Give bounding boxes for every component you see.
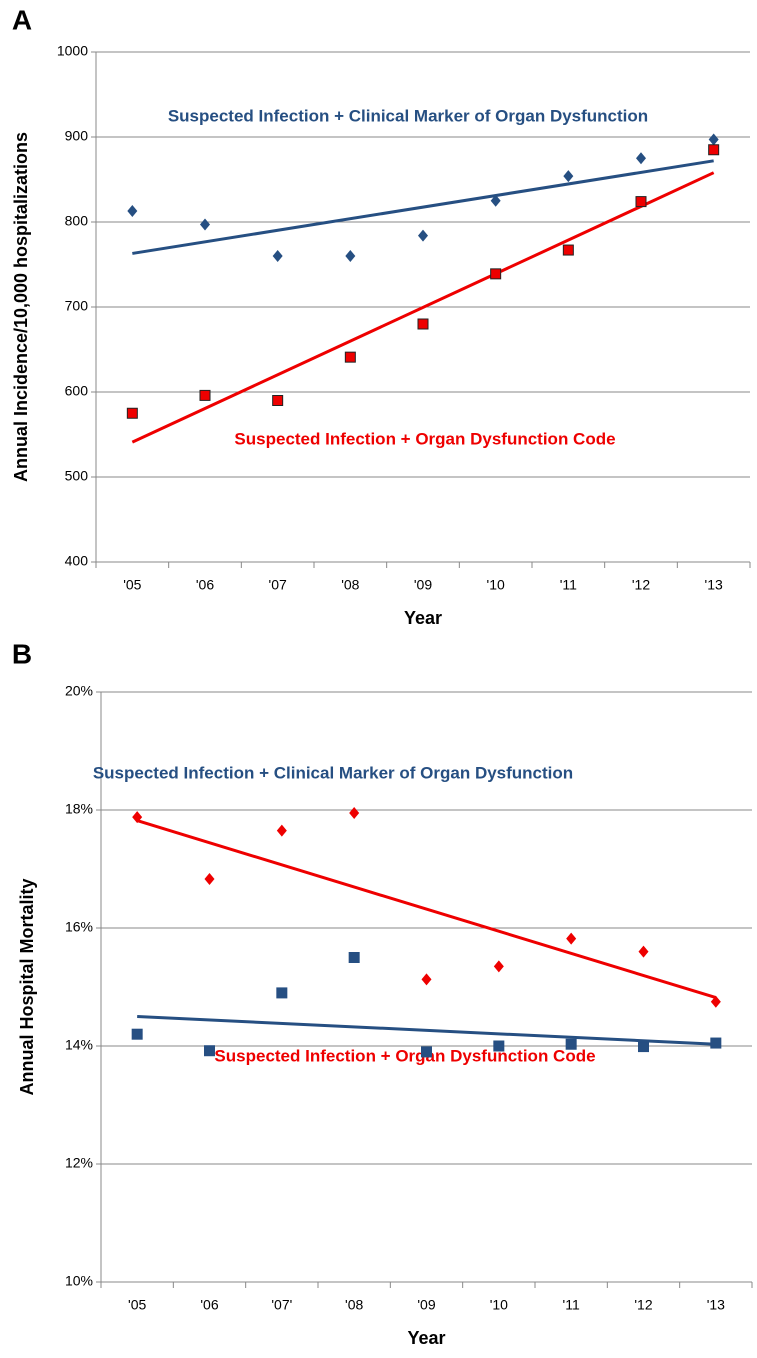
point: [563, 170, 574, 183]
x-tick-label: '11: [560, 577, 577, 593]
point: [638, 945, 649, 958]
point: [344, 351, 356, 363]
series-label: Suspected Infection + Clinical Marker of…: [93, 763, 573, 782]
y-tick-label: 12%: [65, 1155, 93, 1171]
point: [204, 1045, 215, 1057]
y-tick-label: 500: [65, 468, 89, 484]
point: [418, 229, 428, 242]
point: [132, 811, 143, 824]
x-tick-label: '06: [196, 577, 214, 593]
point: [276, 824, 287, 837]
point: [708, 144, 720, 156]
y-axis-label: Annual Incidence/10,000 hospitalizations: [11, 132, 31, 482]
x-tick-label: '12: [632, 577, 650, 593]
x-tick-label: '13: [705, 577, 723, 593]
y-tick-label: 600: [65, 383, 89, 399]
x-axis-label: Year: [407, 1328, 445, 1348]
point: [490, 194, 501, 207]
y-tick-label: 400: [65, 553, 89, 569]
point: [272, 395, 284, 406]
trend-line: [131, 171, 715, 444]
point: [126, 407, 138, 419]
x-tick-label: '07': [271, 1297, 292, 1313]
x-tick-label: '06: [200, 1297, 218, 1313]
y-tick-label: 700: [65, 298, 89, 314]
y-axis-label: Annual Hospital Mortality: [17, 878, 37, 1095]
x-tick-label: '12: [634, 1297, 652, 1313]
point: [131, 1028, 143, 1040]
point: [710, 1037, 722, 1049]
point: [562, 244, 574, 256]
point: [565, 1038, 577, 1050]
x-tick-label: '08: [345, 1297, 363, 1313]
point: [417, 318, 429, 330]
panel-label: A: [12, 4, 32, 35]
y-tick-label: 14%: [65, 1037, 93, 1053]
point: [200, 218, 210, 231]
y-tick-label: 10%: [65, 1273, 93, 1289]
y-tick-label: 800: [65, 213, 89, 229]
point: [421, 1046, 432, 1058]
y-tick-label: 900: [65, 128, 89, 144]
point: [199, 389, 211, 401]
x-tick-label: '13: [707, 1297, 725, 1313]
series-label: Suspected Infection + Organ Dysfunction …: [214, 1046, 595, 1065]
x-tick-label: '10: [490, 1297, 508, 1313]
point: [276, 987, 288, 999]
y-tick-label: 1000: [57, 43, 88, 59]
point: [421, 973, 432, 986]
point: [127, 204, 138, 217]
point: [710, 995, 721, 1008]
trend-line: [132, 159, 714, 255]
x-tick-label: '08: [341, 577, 359, 593]
point: [272, 250, 283, 262]
trend-line: [137, 1015, 716, 1046]
trend-line: [136, 819, 717, 1000]
x-tick-label: '09: [417, 1297, 435, 1313]
series-label: Suspected Infection + Organ Dysfunction …: [234, 429, 615, 448]
x-tick-label: '05: [128, 1297, 146, 1313]
y-tick-label: 20%: [65, 683, 93, 699]
point: [348, 952, 360, 963]
point: [636, 152, 646, 165]
point: [204, 873, 215, 886]
series-label: Suspected Infection + Clinical Marker of…: [168, 106, 648, 125]
point: [493, 1040, 505, 1052]
x-tick-label: '09: [414, 577, 432, 593]
y-tick-label: 18%: [65, 801, 93, 817]
x-tick-label: '11: [563, 1297, 580, 1313]
point: [638, 1041, 649, 1053]
point: [566, 932, 577, 945]
point: [493, 960, 504, 973]
point: [345, 250, 356, 262]
point: [490, 268, 502, 280]
y-tick-label: 16%: [65, 919, 93, 935]
point: [349, 806, 360, 819]
point: [635, 196, 647, 208]
x-axis-label: Year: [404, 608, 442, 628]
x-tick-label: '05: [123, 577, 141, 593]
x-tick-label: '10: [487, 577, 505, 593]
panel-label: B: [12, 638, 32, 669]
x-tick-label: '07: [269, 577, 287, 593]
point: [708, 133, 719, 146]
